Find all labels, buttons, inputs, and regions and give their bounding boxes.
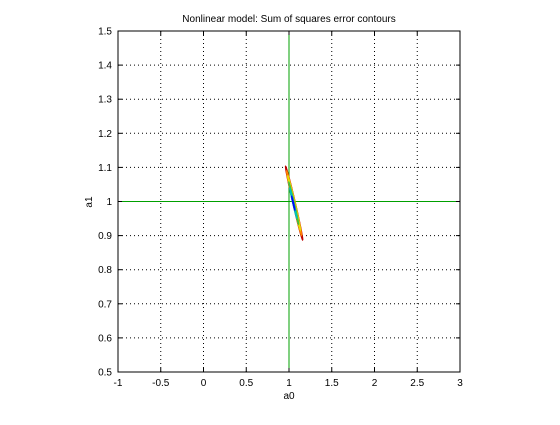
y-tick-label: 1.4 [98, 61, 112, 72]
x-tick-label: 1.5 [325, 378, 339, 389]
y-tick-label: 1.3 [98, 95, 112, 106]
y-axis-label: a1 [84, 196, 95, 208]
y-tick-label: 1.1 [98, 163, 112, 174]
x-tick-labels: -1 -0.5 0 0.5 1 1.5 2 2.5 3 [114, 378, 464, 389]
reference-lines [118, 31, 460, 372]
contour-lines [284, 165, 304, 242]
x-tick-label: 3 [457, 378, 463, 389]
chart-title: Nonlinear model: Sum of squares error co… [182, 14, 395, 25]
tick-marks [117, 30, 461, 373]
y-tick-label: 0.5 [98, 368, 112, 379]
x-tick-label: 0 [201, 378, 207, 389]
y-tick-label: 0.6 [98, 333, 112, 344]
y-tick-label: 0.8 [98, 265, 112, 276]
x-tick-label: 0.5 [239, 378, 253, 389]
x-tick-label: 2.5 [410, 378, 424, 389]
y-tick-label: 1 [106, 197, 112, 208]
x-tick-label: -1 [114, 378, 123, 389]
x-tick-label: 2 [372, 378, 378, 389]
x-axis-label: a0 [283, 391, 295, 402]
y-tick-label: 1.5 [98, 27, 112, 38]
y-tick-label: 0.7 [98, 299, 112, 310]
y-tick-labels: 0.5 0.6 0.7 0.8 0.9 1 1.1 1.2 1.3 1.4 1.5 [98, 27, 112, 379]
y-tick-label: 1.2 [98, 129, 112, 140]
x-tick-label: 1 [286, 378, 292, 389]
y-tick-label: 0.9 [98, 231, 112, 242]
x-tick-label: -0.5 [152, 378, 170, 389]
contour-line-level-6 [291, 195, 296, 212]
